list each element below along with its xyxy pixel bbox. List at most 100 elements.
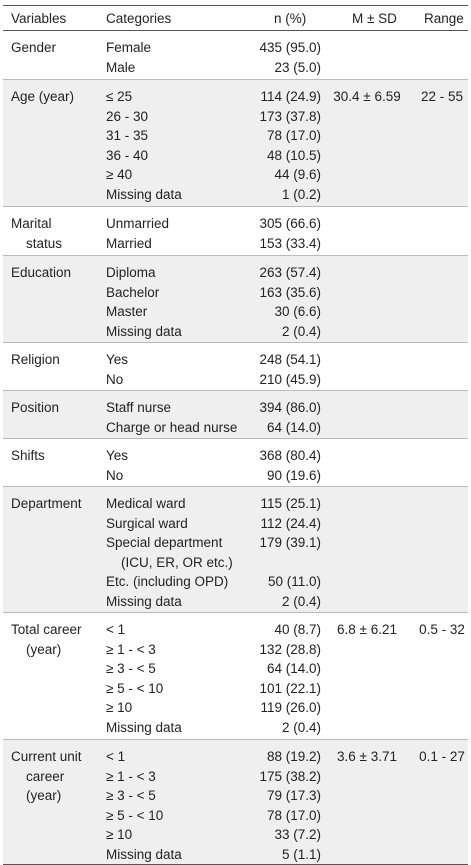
header-msd: M ± SD: [352, 11, 397, 26]
n-percent-value: 1 (0.2): [281, 186, 321, 202]
category-label: ≥ 10: [106, 827, 133, 843]
categories-cell: Medical ward Surgical ward Special departm…: [106, 494, 266, 612]
categories-cell: Female Male: [106, 38, 266, 77]
category-label: Bachelor: [106, 284, 160, 300]
n-percent-value: 163 (35.6): [259, 284, 321, 300]
category-label: Diploma: [106, 265, 156, 280]
category-label: No: [106, 467, 124, 483]
n-percent-value: 64 (14.0): [266, 419, 321, 435]
table-row-group: Shifts Yes No 368 (80.4) 90 (19.6): [3, 439, 468, 487]
variable-label: Shifts: [11, 448, 45, 463]
category-label: Married: [106, 235, 152, 251]
variable-label: Department: [11, 496, 82, 511]
variable-label: Religion: [11, 352, 60, 367]
n-percent-cell: 305 (66.6) 153 (33.4): [213, 214, 321, 253]
header-variables: Variables: [11, 11, 67, 26]
n-percent-value: 179 (39.1): [259, 535, 321, 551]
category-label: ≥ 3 - < 5: [106, 788, 156, 804]
n-percent-value: 78 (17.0): [266, 128, 321, 144]
category-label: Special department: [106, 535, 223, 551]
variable-label: status: [26, 235, 63, 251]
n-percent-value: 88 (19.2): [266, 749, 321, 764]
category-label: Master: [106, 304, 148, 320]
n-percent-value: 33 (7.2): [274, 827, 321, 843]
variable-label: (year): [26, 788, 62, 804]
table-row-group: Total career (year) < 1 ≥ 1 - < 3 ≥ 3 - < 5 ≥…: [3, 613, 468, 740]
category-label: 31 - 35: [106, 128, 149, 144]
table-row-group: Gender Female Male 435 (95.0) 23 (5.0): [3, 31, 468, 80]
n-percent-cell: 114 (24.9) 173 (37.8) 78 (17.0) 48 (10.5) 44…: [213, 87, 321, 205]
category-label: < 1: [106, 749, 126, 764]
variable-label: Education: [11, 265, 72, 280]
variable-label: career: [26, 768, 65, 784]
variable-label: Total career: [11, 622, 82, 637]
category-label: Missing data: [106, 719, 182, 735]
variable-cell: Gender: [11, 38, 103, 58]
n-percent-value: 101 (22.1): [259, 680, 321, 696]
category-label: No: [106, 371, 124, 387]
range-cell: 0.5 - 32: [419, 622, 465, 637]
variable-cell: Shifts: [11, 446, 103, 466]
n-percent-value: 78 (17.0): [266, 807, 321, 823]
n-percent-value: [213, 553, 321, 573]
category-label: Surgical ward: [106, 515, 188, 531]
table-row-group: Age (year) ≤ 25 26 - 30 31 - 35 36 - 40 ≥ 40 M…: [3, 80, 468, 207]
variable-label: (year): [26, 641, 62, 657]
n-percent-value: 48 (10.5): [266, 147, 321, 163]
category-label: (ICU, ER, OR etc.): [121, 554, 233, 570]
range-cell: 22 - 55: [420, 89, 464, 104]
n-percent-value: 175 (38.2): [259, 768, 321, 784]
category-label: Yes: [106, 448, 129, 463]
variable-label: Marital: [11, 216, 52, 231]
variable-label: Gender: [11, 40, 57, 55]
n-percent-value: 44 (9.6): [274, 167, 321, 183]
n-percent-value: 2 (0.4): [281, 719, 321, 735]
n-percent-value: 30 (6.6): [274, 304, 321, 320]
variable-label: Age (year): [11, 89, 75, 104]
table-row-group: Education Diploma Bachelor Master Missing da…: [3, 256, 468, 343]
category-label: Staff nurse: [106, 400, 172, 415]
n-percent-value: 2 (0.4): [281, 323, 321, 339]
n-percent-value: 64 (14.0): [266, 661, 321, 677]
mean-sd-cell: 30.4 ± 6.59: [333, 89, 401, 104]
n-percent-value: 394 (86.0): [259, 400, 321, 415]
categories-cell: Diploma Bachelor Master Missing data: [106, 263, 266, 341]
n-percent-value: 115 (25.1): [260, 496, 321, 511]
table-row-group: Position Staff nurse Charge or head nurse 3…: [3, 391, 468, 439]
n-percent-value: 2 (0.4): [281, 593, 321, 609]
variable-cell: Total career (year): [11, 620, 103, 659]
n-percent-value: 153 (33.4): [259, 235, 321, 251]
variable-label: Position: [11, 400, 60, 415]
variable-cell: Education: [11, 263, 103, 283]
category-label: Yes: [106, 352, 129, 367]
category-label: Charge or head nurse: [106, 419, 238, 435]
categories-cell: Yes No: [106, 350, 266, 389]
n-percent-value: 132 (28.8): [259, 641, 321, 657]
n-percent-value: 112 (24.4): [260, 515, 321, 531]
n-percent-value: 210 (45.9): [259, 371, 321, 387]
category-label: 36 - 40: [106, 147, 149, 163]
categories-cell: Yes No: [106, 446, 266, 485]
n-percent-cell: 368 (80.4) 90 (19.6): [213, 446, 321, 485]
variable-cell: Position: [11, 398, 103, 418]
categories-cell: Staff nurse Charge or head nurse: [106, 398, 266, 437]
table-header: Variables Categories n (%) M ± SD Range: [3, 5, 468, 31]
range-cell: 0.1 - 27: [419, 749, 465, 764]
n-percent-value: 263 (57.4): [259, 265, 321, 280]
n-percent-cell: 88 (19.2) 175 (38.2) 79 (17.3) 78 (17.0) 33 …: [213, 747, 321, 865]
category-label: ≥ 5 - < 10: [106, 807, 164, 823]
category-label: < 1: [106, 622, 126, 637]
category-label: Unmarried: [106, 216, 170, 231]
category-label: ≥ 5 - < 10: [106, 680, 164, 696]
n-percent-value: 305 (66.6): [259, 216, 321, 231]
n-percent-value: 5 (1.1): [281, 846, 321, 862]
n-percent-value: 173 (37.8): [259, 108, 321, 124]
variable-cell: Department: [11, 494, 103, 514]
demographics-table: Variables Categories n (%) M ± SD Range …: [3, 5, 468, 865]
n-percent-value: 114 (24.9): [260, 89, 321, 104]
n-percent-value: 50 (11.0): [267, 574, 321, 590]
variable-cell: Religion: [11, 350, 103, 370]
variable-cell: Marital status: [11, 214, 103, 253]
table-row-group: Department Medical ward Surgical ward Speci…: [3, 487, 468, 613]
n-percent-value: 119 (26.0): [260, 700, 321, 716]
